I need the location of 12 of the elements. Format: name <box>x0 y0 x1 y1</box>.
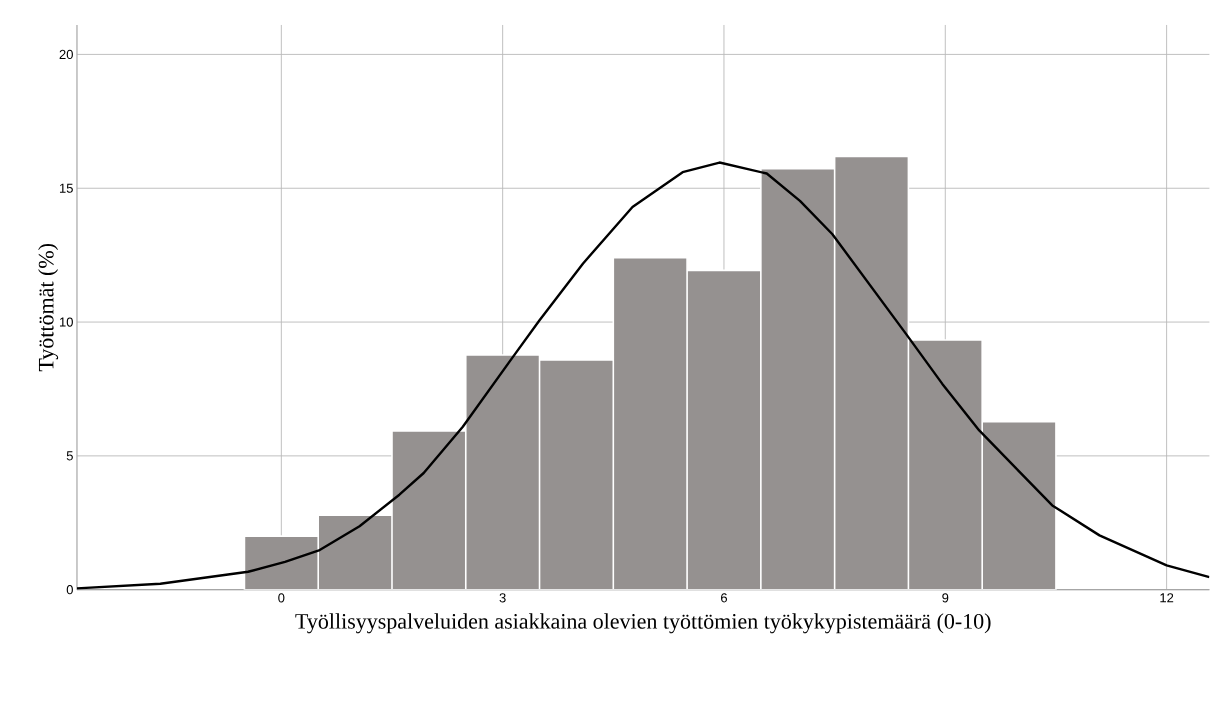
x-tick-label: 0 <box>278 593 285 603</box>
y-tick-label: 20 <box>59 49 73 60</box>
x-axis-title: Työllisyyspalveluiden asiakkaina olevien työttömien työkykypistemäärä (0-10) <box>295 613 991 634</box>
x-tick-label: 9 <box>942 593 949 603</box>
y-tick-label: 15 <box>59 183 73 193</box>
x-tick-label: 3 <box>499 593 506 603</box>
x-tick-label: 12 <box>1160 593 1174 603</box>
y-axis-title: Työttömät (%) <box>38 244 59 372</box>
y-tick-label: 10 <box>59 317 73 327</box>
y-tick-label: 0 <box>66 585 73 595</box>
x-tick-label: 6 <box>721 593 728 603</box>
y-tick-label: 5 <box>66 451 73 461</box>
